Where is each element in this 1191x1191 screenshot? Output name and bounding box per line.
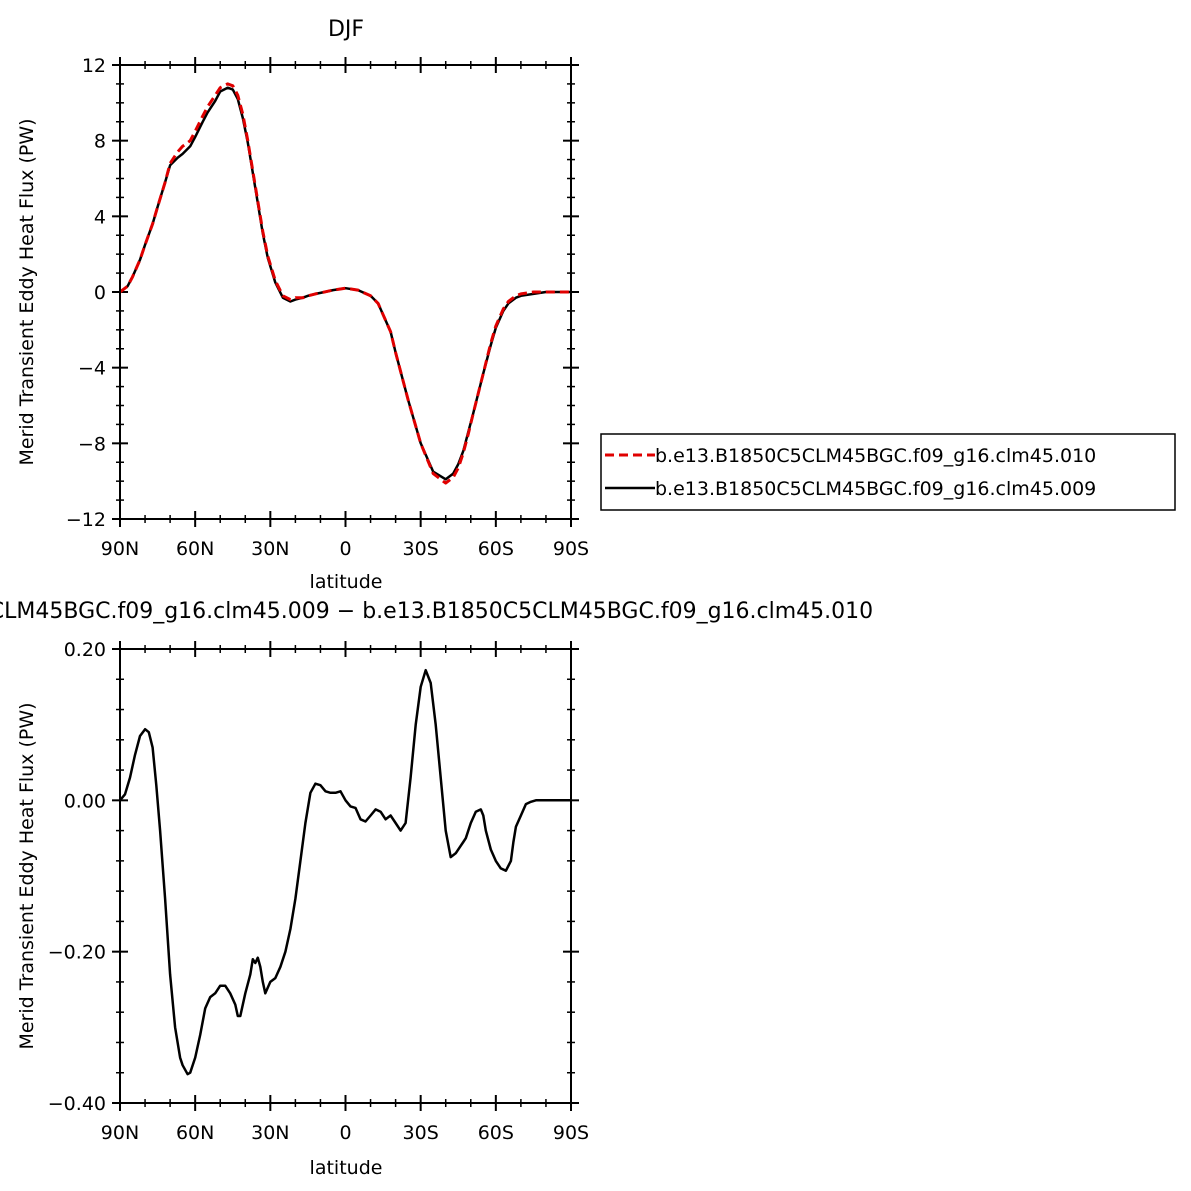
y-tick-label: −4	[78, 358, 106, 380]
bottom-panel: b.e13.B1850C5CLM45BGC.f09_g16.clm45.009 …	[0, 599, 873, 1179]
x-tick-label: 30N	[251, 538, 289, 560]
top-panel-xlabel: latitude	[310, 571, 383, 593]
top-panel-ylabel: Merid Transient Eddy Heat Flux (PW)	[16, 118, 38, 465]
bottom-panel-ticks: 90N 60N 30N 0 30S 60S 90S 0.20 0.00 −0.20 −0.40	[48, 639, 589, 1144]
y-tick-label: 0	[94, 282, 106, 304]
y-tick-label: 0.00	[64, 790, 106, 812]
x-tick-label: 90S	[553, 538, 589, 560]
x-tick-label: 30S	[403, 1122, 439, 1144]
bottom-panel-ylabel: Merid Transient Eddy Heat Flux (PW)	[16, 702, 38, 1049]
top-panel-ylabel-group: Merid Transient Eddy Heat Flux (PW)	[16, 118, 38, 465]
x-tick-label: 90N	[101, 538, 139, 560]
y-tick-label: −0.20	[48, 942, 106, 964]
difference-line	[119, 668, 571, 1076]
bottom-panel-series	[119, 668, 571, 1076]
x-tick-label: 60S	[478, 538, 514, 560]
x-tick-label: 60N	[176, 1122, 214, 1144]
bottom-panel-frame	[119, 648, 572, 1104]
y-tick-label: −12	[66, 509, 106, 531]
series-line-009	[119, 86, 571, 481]
bottom-panel-xlabel: latitude	[310, 1157, 383, 1179]
x-tick-label: 30S	[403, 538, 439, 560]
x-tick-label: 30N	[251, 1122, 289, 1144]
x-tick-label: 90S	[553, 1122, 589, 1144]
legend-box	[600, 433, 1176, 511]
bottom-panel-title: b.e13.B1850C5CLM45BGC.f09_g16.clm45.009 …	[0, 599, 873, 624]
x-tick-label: 0	[339, 538, 351, 560]
x-tick-label: 0	[339, 1122, 351, 1144]
x-tick-label: 60S	[478, 1122, 514, 1144]
top-panel: DJF Merid Transient Eddy Heat Flux (PW) …	[16, 17, 589, 593]
legend-label-009: b.e13.B1850C5CLM45BGC.f09_g16.clm45.009	[655, 478, 1096, 500]
y-tick-label: −8	[78, 433, 106, 455]
legend-label-010: b.e13.B1850C5CLM45BGC.f09_g16.clm45.010	[655, 445, 1096, 467]
bottom-panel-ylabel-group: Merid Transient Eddy Heat Flux (PW)	[16, 702, 38, 1049]
x-tick-label: 90N	[101, 1122, 139, 1144]
y-tick-label: 8	[94, 131, 106, 153]
legend: b.e13.B1850C5CLM45BGC.f09_g16.clm45.010 …	[600, 433, 1176, 511]
top-panel-ticks: 90N 60N 30N 0 30S 60S 90S 12 8 4 0 −4 −8 −12	[66, 55, 589, 560]
y-tick-label: 0.20	[64, 639, 106, 661]
top-panel-title: DJF	[328, 17, 364, 42]
y-tick-label: 4	[94, 206, 106, 228]
top-panel-series	[119, 82, 571, 485]
series-line-010	[119, 82, 571, 485]
x-tick-label: 60N	[176, 538, 214, 560]
y-tick-label: −0.40	[48, 1093, 106, 1115]
top-panel-frame	[119, 64, 572, 520]
y-tick-label: 12	[82, 55, 106, 77]
